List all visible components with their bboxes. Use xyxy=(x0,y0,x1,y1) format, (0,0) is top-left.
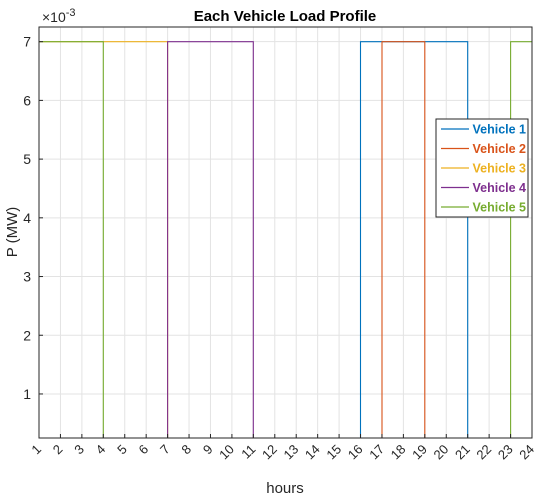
x-axis-label: hours xyxy=(266,480,304,497)
y-exponent-multiplier: ×10-3 xyxy=(42,7,76,25)
y-tick-labels: 1 2 3 4 5 6 7 xyxy=(23,34,43,402)
legend-label-vehicle-4: Vehicle 4 xyxy=(472,181,526,195)
plot-area xyxy=(39,27,532,438)
y-tick-label: 4 xyxy=(23,210,31,226)
legend-label-vehicle-1: Vehicle 1 xyxy=(472,123,526,137)
legend-label-vehicle-5: Vehicle 5 xyxy=(472,201,526,215)
y-tick-label: 7 xyxy=(23,34,31,50)
y-tick-label: 6 xyxy=(23,92,31,108)
legend: Vehicle 1 Vehicle 2 Vehicle 3 Vehicle 4 Vehi… xyxy=(435,118,529,218)
chart-title: Each Vehicle Load Profile xyxy=(194,8,377,25)
legend-label-vehicle-2: Vehicle 2 xyxy=(472,142,526,156)
y-tick-label: 1 xyxy=(23,386,31,402)
y-tick-label: 3 xyxy=(23,269,31,285)
y-axis-label: P (MW) xyxy=(4,207,21,258)
legend-label-vehicle-3: Vehicle 3 xyxy=(472,162,526,176)
y-tick-label: 5 xyxy=(23,151,31,167)
axes-box xyxy=(38,26,533,439)
y-tick-label: 2 xyxy=(23,327,31,343)
